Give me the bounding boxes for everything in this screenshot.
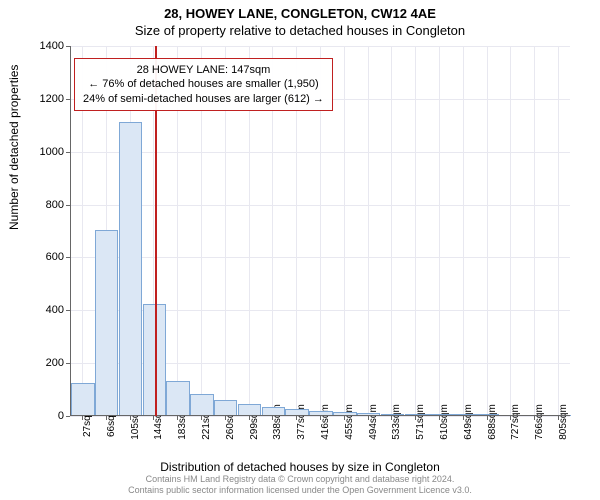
xtick-label: 805sqm (558, 404, 569, 440)
page-subtitle: Size of property relative to detached ho… (0, 21, 600, 38)
gridline-v (487, 46, 488, 416)
xtick-label: 727sqm (510, 404, 521, 440)
histogram-bar (95, 230, 118, 416)
xtick-label: 416sqm (320, 404, 331, 440)
footer-line-1: Contains HM Land Registry data © Crown c… (0, 474, 600, 485)
xtick-label: 688sqm (487, 404, 498, 440)
xtick-label: 494sqm (368, 404, 379, 440)
footer-line-2: Contains public sector information licen… (0, 485, 600, 496)
histogram-bar (214, 400, 237, 416)
page-title: 28, HOWEY LANE, CONGLETON, CW12 4AE (0, 0, 600, 21)
xtick-label: 610sqm (439, 404, 450, 440)
histogram-bar (166, 381, 189, 416)
gridline-v (558, 46, 559, 416)
ytick-label: 200 (46, 357, 64, 369)
gridline-v (534, 46, 535, 416)
xtick-label: 533sqm (391, 404, 402, 440)
ytick-mark (66, 416, 70, 417)
xtick-label: 649sqm (463, 404, 474, 440)
ytick-label: 1400 (40, 40, 64, 52)
gridline-v (368, 46, 369, 416)
gridline-v (344, 46, 345, 416)
x-axis-label: Distribution of detached houses by size … (0, 460, 600, 474)
annotation-box: 28 HOWEY LANE: 147sqm← 76% of detached h… (74, 58, 333, 111)
xtick-label: 766sqm (534, 404, 545, 440)
x-axis-line (70, 415, 570, 416)
ytick-label: 1000 (40, 146, 64, 158)
annotation-line-2: ← 76% of detached houses are smaller (1,… (83, 77, 324, 91)
xtick-label: 455sqm (344, 404, 355, 440)
gridline-v (463, 46, 464, 416)
footer-attribution: Contains HM Land Registry data © Crown c… (0, 474, 600, 496)
y-axis-line (70, 46, 71, 416)
ytick-label: 1200 (40, 93, 64, 105)
gridline-v (415, 46, 416, 416)
gridline-v (391, 46, 392, 416)
chart-container: 28, HOWEY LANE, CONGLETON, CW12 4AE Size… (0, 0, 600, 500)
ytick-label: 800 (46, 199, 64, 211)
gridline-v (439, 46, 440, 416)
xtick-label: 571sqm (415, 404, 426, 440)
histogram-bar (71, 383, 94, 416)
plot-area: 020040060080010001200140027sqm66sqm105sq… (70, 46, 570, 416)
annotation-line-1: 28 HOWEY LANE: 147sqm (83, 63, 324, 77)
histogram-bar (190, 394, 213, 416)
ytick-label: 400 (46, 304, 64, 316)
annotation-line-3: 24% of semi-detached houses are larger (… (83, 92, 324, 106)
ytick-label: 600 (46, 251, 64, 263)
gridline-v (510, 46, 511, 416)
y-axis-label: Number of detached properties (7, 65, 21, 230)
ytick-label: 0 (58, 410, 64, 422)
histogram-bar (119, 122, 142, 416)
